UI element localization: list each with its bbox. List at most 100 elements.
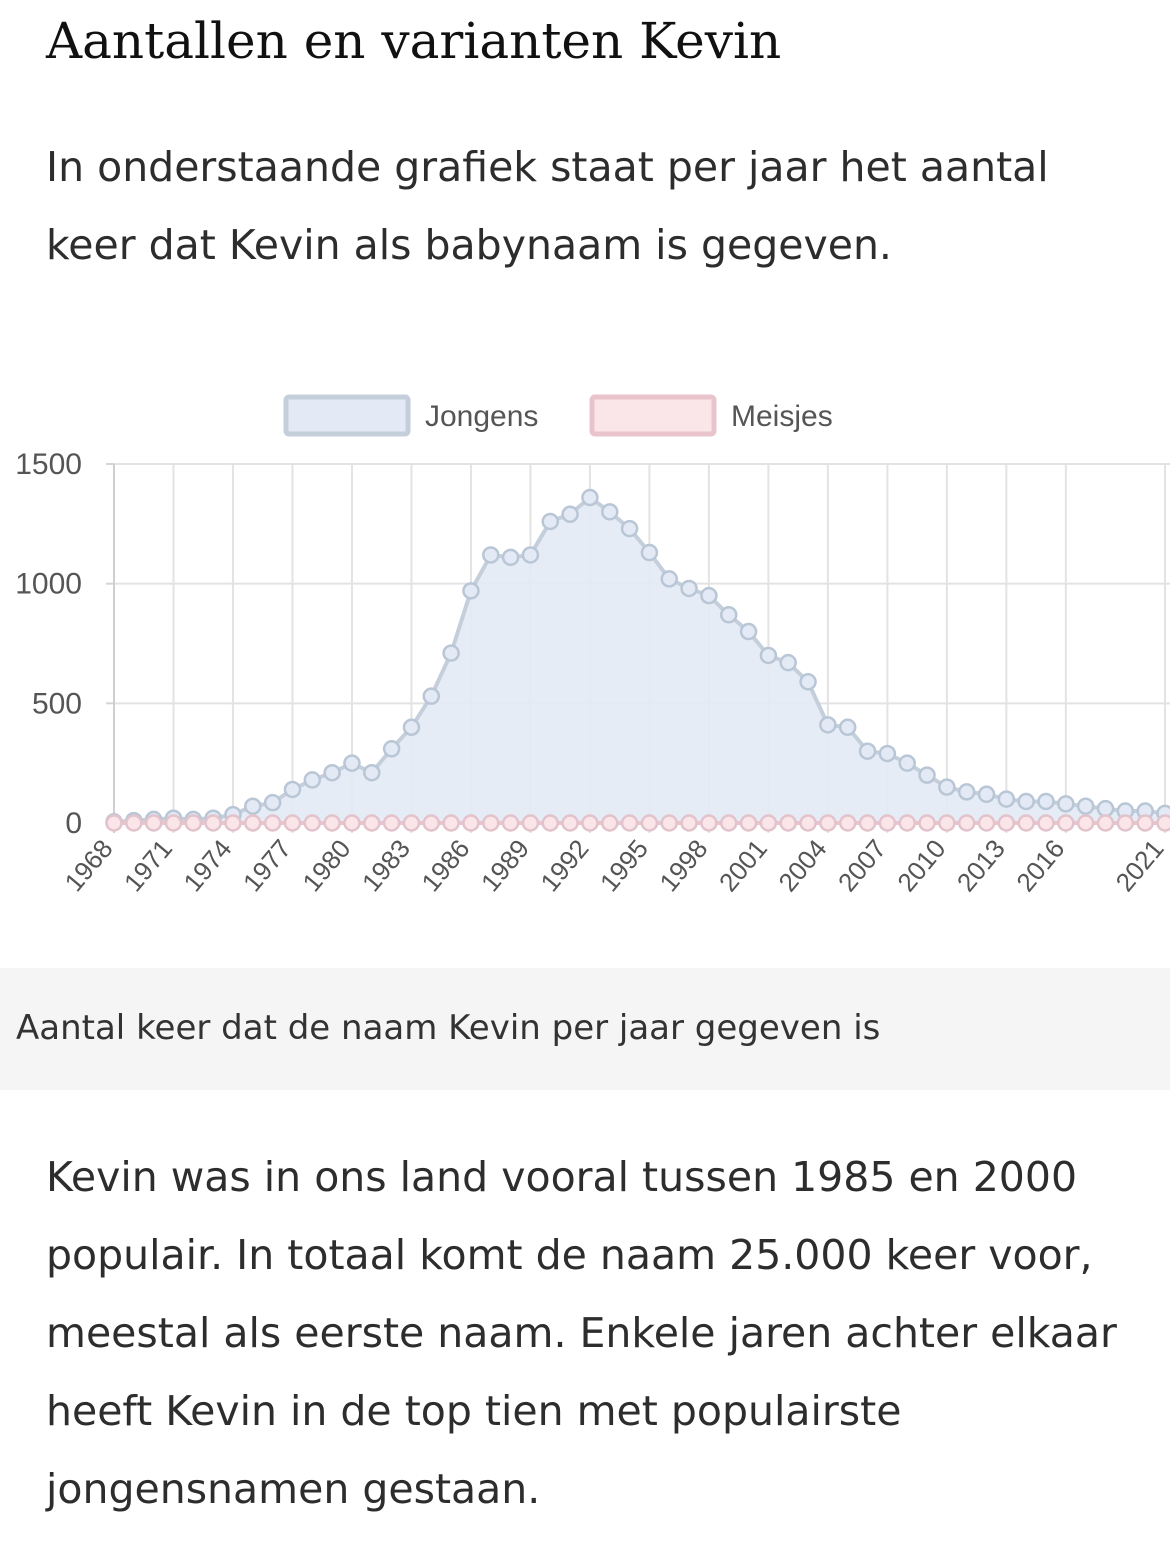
data-point-meisjes[interactable]: [184, 814, 203, 832]
data-point-jongens[interactable]: [938, 778, 956, 796]
data-point-jongens[interactable]: [620, 519, 639, 538]
data-point-meisjes[interactable]: [125, 814, 143, 832]
data-point-jongens[interactable]: [263, 793, 282, 812]
data-point-jongens[interactable]: [1017, 792, 1035, 811]
data-point-meisjes[interactable]: [898, 814, 916, 832]
data-point-meisjes[interactable]: [521, 814, 540, 832]
data-point-jongens[interactable]: [283, 780, 302, 799]
data-point-meisjes[interactable]: [601, 814, 619, 832]
data-point-meisjes[interactable]: [204, 814, 222, 832]
data-point-meisjes[interactable]: [144, 814, 163, 832]
data-point-meisjes[interactable]: [1057, 814, 1075, 832]
data-point-meisjes[interactable]: [303, 814, 322, 832]
data-point-jongens[interactable]: [1076, 797, 1095, 815]
data-point-meisjes[interactable]: [382, 814, 401, 832]
data-point-meisjes[interactable]: [640, 814, 659, 832]
data-point-jongens[interactable]: [521, 546, 540, 564]
data-point-jongens[interactable]: [1096, 799, 1115, 818]
data-point-jongens[interactable]: [382, 740, 401, 758]
data-point-meisjes[interactable]: [1076, 814, 1095, 832]
data-point-jongens[interactable]: [462, 582, 480, 600]
data-point-meisjes[interactable]: [957, 814, 976, 832]
data-point-jongens[interactable]: [561, 505, 579, 524]
data-point-jongens[interactable]: [1057, 795, 1075, 813]
data-point-meisjes[interactable]: [501, 814, 520, 832]
data-point-jongens[interactable]: [719, 606, 738, 624]
data-point-meisjes[interactable]: [442, 814, 460, 832]
data-point-meisjes[interactable]: [343, 814, 361, 832]
data-point-jongens[interactable]: [482, 546, 500, 564]
data-point-jongens[interactable]: [680, 579, 698, 598]
data-point-meisjes[interactable]: [838, 814, 857, 832]
data-point-meisjes[interactable]: [660, 814, 678, 832]
data-point-jongens[interactable]: [660, 570, 678, 588]
data-point-jongens[interactable]: [581, 488, 599, 507]
data-point-jongens[interactable]: [1037, 792, 1055, 811]
data-point-jongens[interactable]: [739, 622, 758, 641]
data-point-meisjes[interactable]: [263, 814, 282, 832]
data-point-meisjes[interactable]: [1136, 814, 1154, 832]
data-point-meisjes[interactable]: [244, 814, 262, 832]
data-point-meisjes[interactable]: [700, 814, 718, 832]
data-point-jongens[interactable]: [363, 763, 381, 782]
data-point-jongens[interactable]: [819, 716, 837, 734]
data-point-meisjes[interactable]: [739, 814, 758, 832]
legend-item-meisjes[interactable]: Meisjes: [589, 394, 833, 437]
data-point-meisjes[interactable]: [819, 814, 837, 832]
data-point-jongens[interactable]: [601, 503, 619, 521]
data-point-meisjes[interactable]: [918, 814, 936, 832]
data-point-meisjes[interactable]: [561, 814, 579, 832]
data-point-meisjes[interactable]: [878, 814, 897, 832]
data-point-jongens[interactable]: [759, 646, 778, 665]
data-point-meisjes[interactable]: [1017, 814, 1035, 832]
data-point-meisjes[interactable]: [541, 814, 560, 832]
data-point-jongens[interactable]: [303, 771, 322, 789]
data-point-jongens[interactable]: [442, 644, 460, 662]
data-point-meisjes[interactable]: [620, 814, 639, 832]
data-point-jongens[interactable]: [878, 744, 897, 763]
data-point-meisjes[interactable]: [1096, 814, 1115, 832]
data-point-meisjes[interactable]: [105, 814, 123, 832]
data-point-jongens[interactable]: [541, 512, 560, 531]
data-point-meisjes[interactable]: [1116, 814, 1135, 832]
data-point-meisjes[interactable]: [224, 814, 242, 832]
data-point-jongens[interactable]: [977, 785, 996, 804]
legend-item-jongens[interactable]: Jongens: [283, 394, 538, 437]
data-point-jongens[interactable]: [838, 718, 857, 737]
data-point-jongens[interactable]: [640, 543, 659, 562]
data-point-meisjes[interactable]: [482, 814, 500, 832]
data-point-meisjes[interactable]: [1037, 814, 1055, 832]
data-point-meisjes[interactable]: [323, 814, 341, 832]
data-point-meisjes[interactable]: [402, 814, 421, 832]
data-point-meisjes[interactable]: [283, 814, 302, 832]
data-point-meisjes[interactable]: [799, 814, 817, 832]
data-point-jongens[interactable]: [323, 763, 341, 782]
data-point-jongens[interactable]: [501, 548, 520, 567]
data-point-jongens[interactable]: [343, 754, 361, 772]
data-point-jongens[interactable]: [898, 754, 916, 772]
data-point-meisjes[interactable]: [779, 814, 797, 832]
data-point-jongens[interactable]: [402, 718, 421, 737]
data-point-meisjes[interactable]: [680, 814, 698, 832]
data-point-meisjes[interactable]: [977, 814, 996, 832]
data-point-meisjes[interactable]: [858, 814, 877, 832]
data-point-jongens[interactable]: [918, 766, 936, 784]
data-point-meisjes[interactable]: [719, 814, 738, 832]
data-point-jongens[interactable]: [799, 673, 817, 691]
data-point-jongens[interactable]: [779, 653, 797, 672]
data-point-meisjes[interactable]: [1156, 814, 1170, 832]
data-point-jongens[interactable]: [957, 783, 976, 801]
data-point-meisjes[interactable]: [581, 814, 599, 832]
data-point-meisjes[interactable]: [759, 814, 778, 832]
data-point-meisjes[interactable]: [462, 814, 480, 832]
data-point-meisjes[interactable]: [997, 814, 1016, 832]
data-point-jongens[interactable]: [244, 797, 262, 815]
data-point-jongens[interactable]: [422, 687, 441, 705]
data-point-jongens[interactable]: [997, 790, 1016, 808]
data-point-meisjes[interactable]: [164, 814, 183, 832]
data-point-jongens[interactable]: [700, 586, 718, 605]
data-point-meisjes[interactable]: [363, 814, 381, 832]
data-point-meisjes[interactable]: [422, 814, 441, 832]
data-point-jongens[interactable]: [858, 742, 877, 760]
data-point-meisjes[interactable]: [938, 814, 956, 832]
